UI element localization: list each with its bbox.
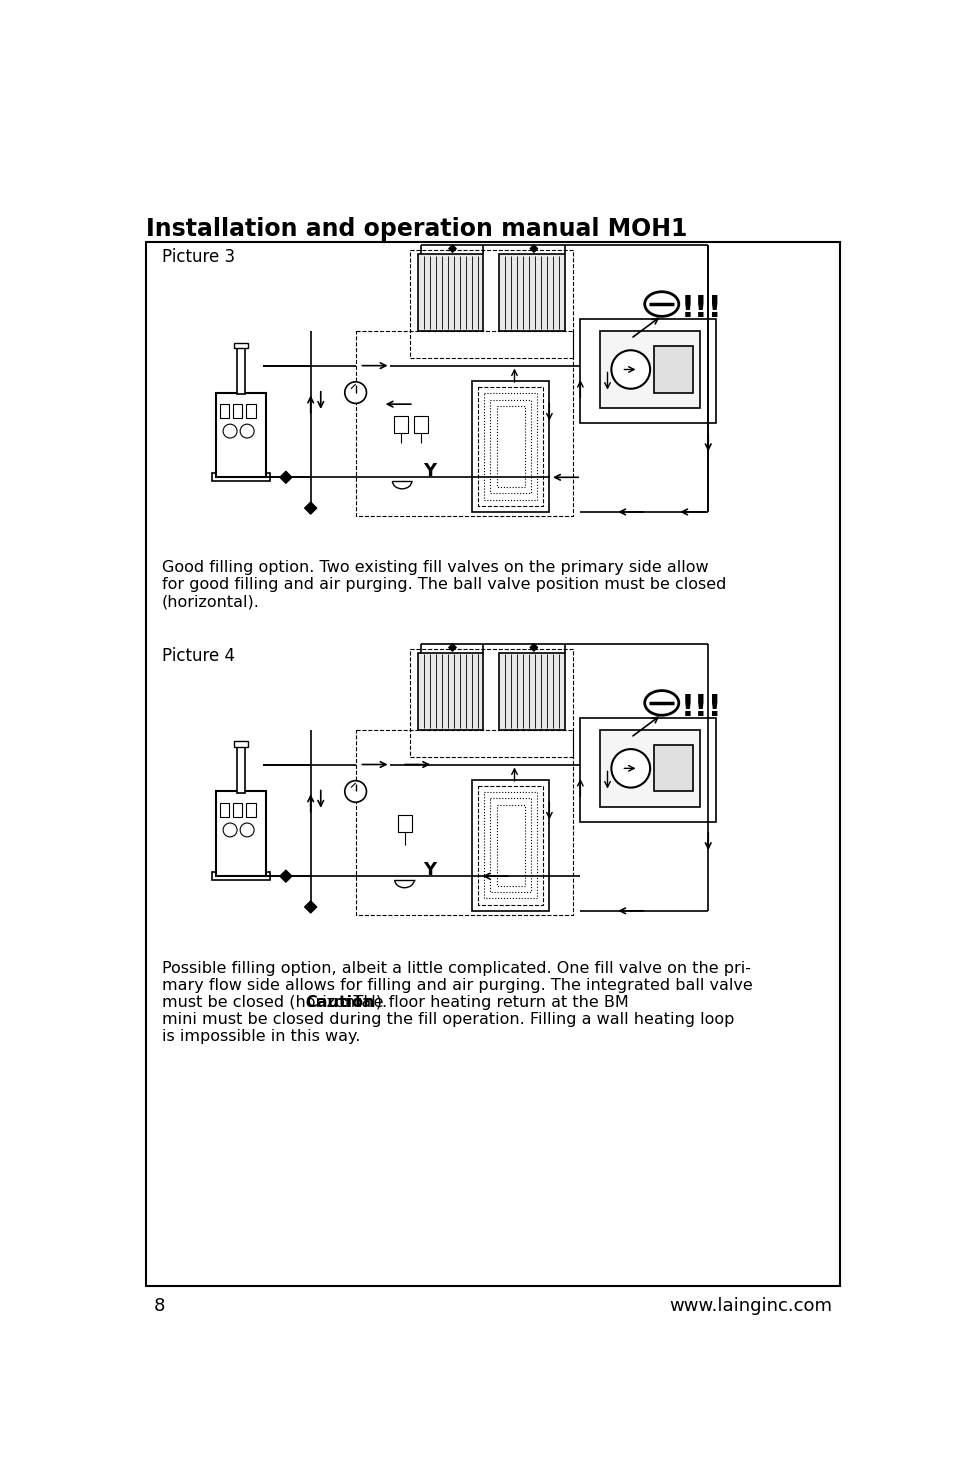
Polygon shape [530,643,537,652]
Bar [397,814,412,832]
Circle shape [611,350,649,389]
Bar [233,342,248,348]
Polygon shape [448,643,456,652]
Circle shape [223,425,236,438]
Text: 8: 8 [154,1298,165,1316]
Bar [216,792,266,876]
Bar [477,388,542,506]
Text: Picture 4: Picture 4 [162,646,234,665]
Ellipse shape [644,690,679,715]
Text: Good filling option. Two existing fill valves on the primary side allow: Good filling option. Two existing fill v… [162,560,708,575]
Bar [490,798,530,892]
Text: mini must be closed during the fill operation. Filling a wall heating loop: mini must be closed during the fill oper… [162,1012,734,1027]
Bar [417,653,483,730]
Text: is impossible in this way.: is impossible in this way. [162,1028,360,1044]
Bar [394,416,408,432]
Bar [654,347,692,392]
Bar [579,320,716,423]
Ellipse shape [644,292,679,316]
Circle shape [240,425,253,438]
Bar [220,802,229,817]
Circle shape [223,823,236,836]
Text: mary flow side allows for filling and air purging. The integrated ball valve: mary flow side allows for filling and ai… [162,978,752,993]
Bar [410,251,572,358]
Text: Possible filling option, albeit a little complicated. One fill valve on the pri-: Possible filling option, albeit a little… [162,960,750,976]
Bar [599,730,700,807]
Text: !!!: !!! [680,693,722,721]
Bar [233,742,248,746]
Bar [246,802,255,817]
Circle shape [611,749,649,788]
Text: Installation and operation manual MOH1: Installation and operation manual MOH1 [146,217,687,240]
Bar [654,745,692,792]
Circle shape [344,382,366,403]
Polygon shape [304,901,316,913]
Text: : The floor heating return at the BM: : The floor heating return at the BM [342,994,628,1010]
Bar [355,330,572,516]
Circle shape [344,780,366,802]
Bar [498,254,564,330]
Bar [472,381,549,512]
Bar [579,718,716,822]
Bar [414,416,427,432]
Bar [246,404,255,417]
Text: !!!: !!! [680,294,722,323]
Text: must be closed (horizontal).: must be closed (horizontal). [162,994,392,1010]
Bar [417,254,483,330]
Text: Picture 3: Picture 3 [162,248,234,266]
Bar [233,404,242,417]
Text: Caution: Caution [305,994,374,1010]
Polygon shape [279,870,292,882]
Text: (horizontal).: (horizontal). [162,594,259,609]
Text: www.lainginc.com: www.lainginc.com [669,1298,831,1316]
Bar [497,804,524,886]
Polygon shape [279,471,292,484]
Bar [472,780,549,910]
Text: for good filling and air purging. The ball valve position must be closed: for good filling and air purging. The ba… [162,577,725,593]
Polygon shape [448,245,456,252]
Polygon shape [304,502,316,515]
Circle shape [240,823,253,836]
Bar [599,330,700,409]
Bar [236,347,245,394]
Bar [212,473,270,481]
Bar [410,649,572,757]
Bar [497,406,524,487]
Bar [212,872,270,881]
Bar [484,394,537,500]
Bar [484,792,537,898]
Bar [216,392,266,478]
Bar [477,786,542,904]
Text: Y: Y [422,462,436,479]
Bar [236,745,245,794]
Bar [498,653,564,730]
Bar [490,400,530,494]
Text: Y: Y [422,861,436,879]
Bar [220,404,229,417]
Bar [355,730,572,914]
Bar [233,802,242,817]
Polygon shape [530,245,537,252]
